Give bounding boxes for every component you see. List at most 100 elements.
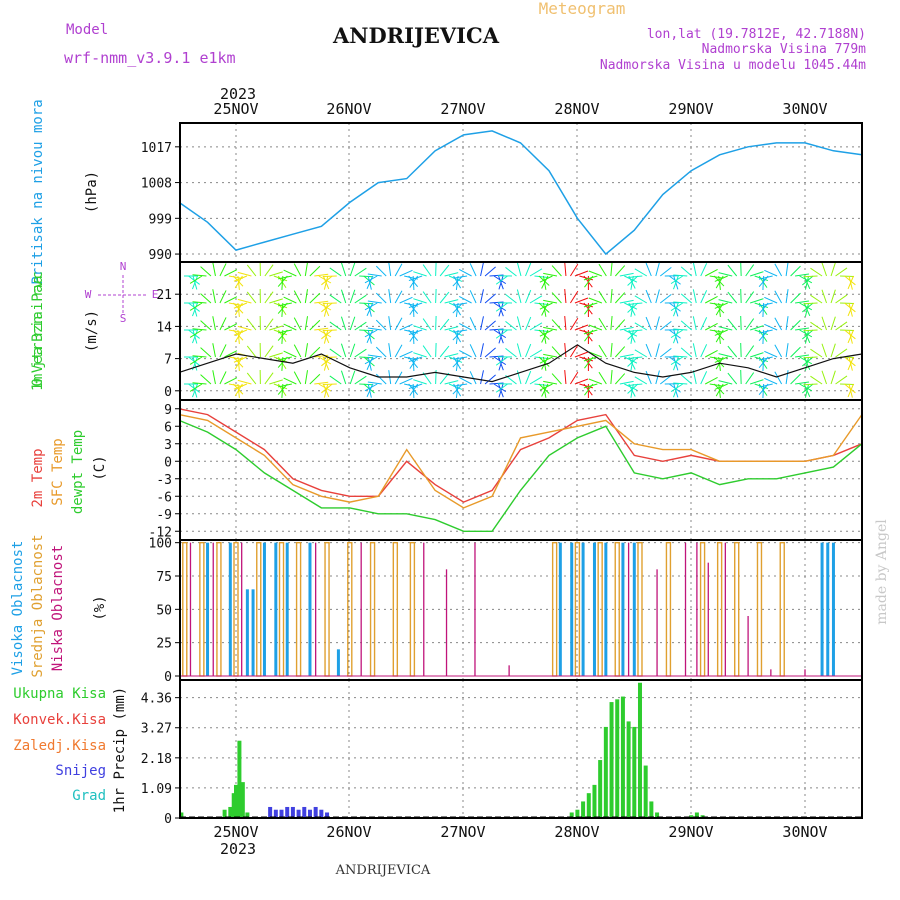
mid-cloud-bar [392,541,399,677]
tick-label: 7 [164,353,172,368]
wind-arrow [810,375,823,385]
wind-arrow [439,264,450,277]
wind-arrow [189,302,203,311]
cloud-unit: (%) [92,595,108,620]
high-cloud-bar [570,542,574,676]
mid-cloud-bar [324,541,330,677]
snow-bar [285,806,290,818]
wind-arrow [354,321,367,331]
wind-arrow [709,302,724,306]
wind-arrow [543,326,558,331]
wind-arrow [192,274,207,277]
wind-arrow [564,262,567,277]
tick-label: 3 [164,438,172,453]
precip-bar [620,696,625,818]
wind-arrow [480,370,484,385]
precip-bar [581,801,586,818]
wind-arrow [408,329,423,336]
wind-arrow [505,320,517,331]
wind-arrow [444,299,459,304]
cloud-axis-title: Visoka Oblacnost Srednja Oblacnost Niska… [10,534,108,677]
wind-arrow [469,371,477,385]
wind-arrow [785,262,789,277]
top-day-label: 25NOV [213,100,258,118]
panel-temperature: -12 -9 -6 -3 0 3 6 9 [149,399,863,541]
mid-cloud-bar [182,541,188,677]
mid-cloud-bar [216,541,222,677]
wind-arrow [228,275,243,279]
wind-arrow [340,343,347,358]
tick-label: -3 [156,473,172,488]
wind-arrow [366,383,374,397]
wind-arrow [659,266,672,277]
wind-arrow [610,370,613,385]
wind-arrow [354,348,367,358]
wind-arrow [630,275,634,290]
high-cloud-bar [604,542,608,676]
wind-arrow [525,343,532,358]
wind-arrow [727,291,738,304]
wind-arrow [588,297,603,304]
wind-arrow [583,329,598,335]
wind-arrow [278,329,292,334]
wind-arrow [323,383,329,398]
wind-arrow [453,302,468,306]
station-title: ANDRIJEVICA [332,23,500,48]
wind-arrow [810,348,823,358]
wind-arrow [803,302,818,305]
wind-arrow [354,294,367,304]
wind-arrow [189,383,203,392]
wind-arrow [551,292,562,304]
wind-arrow [709,356,724,360]
wind-arrow [413,352,427,358]
wind-arrow [583,275,598,281]
wind-arrow [750,379,764,385]
wind-arrow [670,383,684,393]
wind-arrow [366,275,374,289]
wind-arrow [750,298,764,304]
wind-arrow [505,347,517,358]
wind-arrow [543,299,558,304]
wind-arrow [189,329,203,338]
wind-arrow [469,290,477,304]
wind-arrow [541,275,549,289]
tick-label: 0 [164,385,172,400]
wind-arrow [564,289,567,304]
wind-arrow [354,267,367,277]
snow-bar [279,809,284,818]
wind-arrow [700,290,708,304]
wind-arrow [659,320,672,331]
bottom-day-label: 25NOV [213,823,258,841]
wind-arrow [264,318,274,331]
wind-arrow [191,383,198,398]
wind-arrow [458,376,472,385]
wind-arrow [614,292,626,304]
wind-arrow [233,302,248,309]
wind-arrow [673,274,688,277]
wind-axis-title: 10m Vjetar Brzina i Pravac (m/s) N S W E [30,260,158,391]
wind-arrow [349,343,356,358]
wind-arrow [469,263,477,277]
wind-arrow [329,321,342,331]
wind-arrow [627,356,639,367]
elevation-label: Nadmorska Visina 779m [702,42,867,57]
wind-arrow [293,317,302,331]
wind-arrow [534,356,549,359]
wind-arrow [619,272,634,277]
wind-arrow [314,327,329,331]
wind-arrow [785,370,789,385]
wind-arrow [439,318,450,331]
wind-arrow [340,262,347,277]
wind-arrow [505,293,517,304]
legend-snow: Snijeg [55,763,106,779]
wind-arrow [539,383,553,391]
wind-arrow [790,373,801,385]
wind-arrow [758,383,773,388]
sfc-title: SFC Temp [50,438,66,505]
wind-arrow [505,266,517,277]
credit: made by Angel [874,519,890,625]
legend-total-rain: Ukupna Kisa [13,686,106,702]
wind-arrow [246,372,257,385]
high-cloud-bar [262,542,266,676]
wind-arrow [655,262,660,277]
